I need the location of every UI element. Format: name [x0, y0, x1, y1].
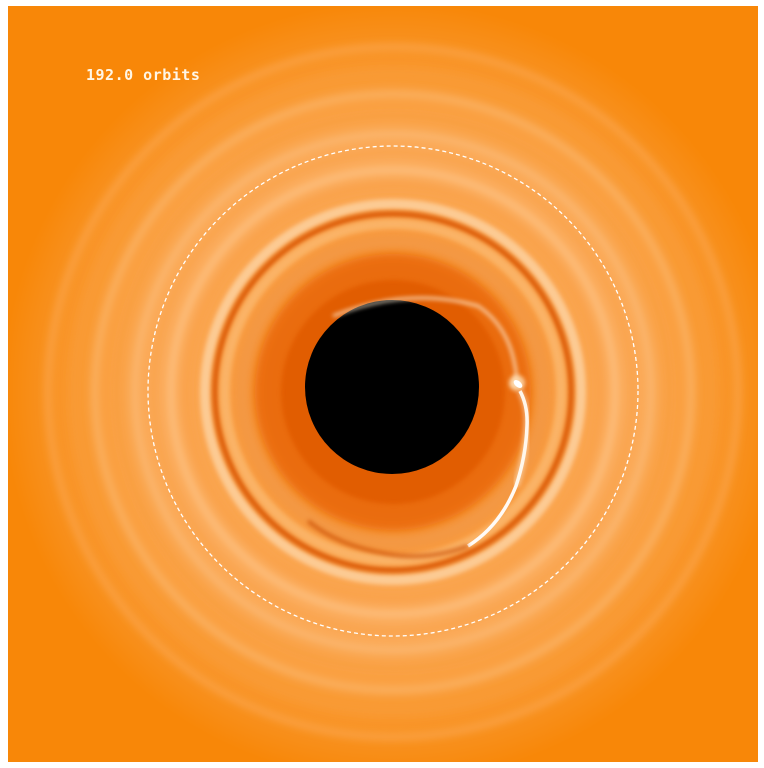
planet-marker [509, 375, 525, 391]
dashed-reference-circle [147, 145, 639, 637]
orbit-time-label: 192.0 orbits [86, 66, 201, 84]
disk-simulation-image: 192.0 orbits [8, 6, 758, 762]
outer-ripple-rings [45, 44, 741, 740]
inner-cavity [305, 300, 479, 474]
disk-density-map [8, 6, 758, 762]
gap-edge-rings [200, 199, 586, 585]
spiral-wake [306, 296, 531, 559]
